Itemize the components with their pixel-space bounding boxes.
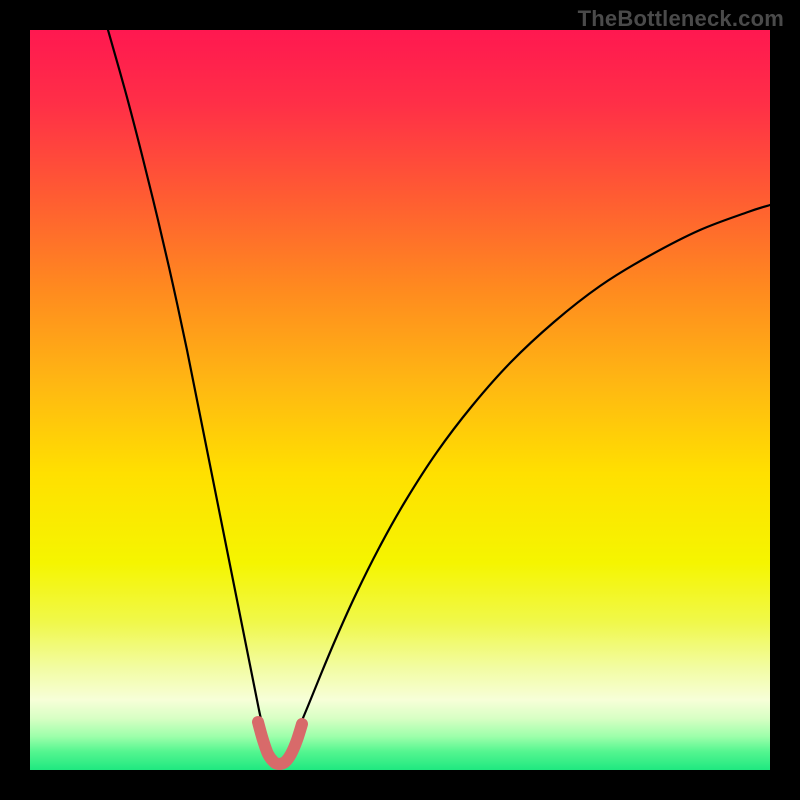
optimal-zone-marker (30, 30, 770, 770)
watermark-text: TheBottleneck.com (578, 6, 784, 32)
plot-area (30, 30, 770, 770)
marker-path (258, 722, 302, 764)
frame-bottom (0, 770, 800, 800)
frame-right (770, 0, 800, 800)
frame-left (0, 0, 30, 800)
